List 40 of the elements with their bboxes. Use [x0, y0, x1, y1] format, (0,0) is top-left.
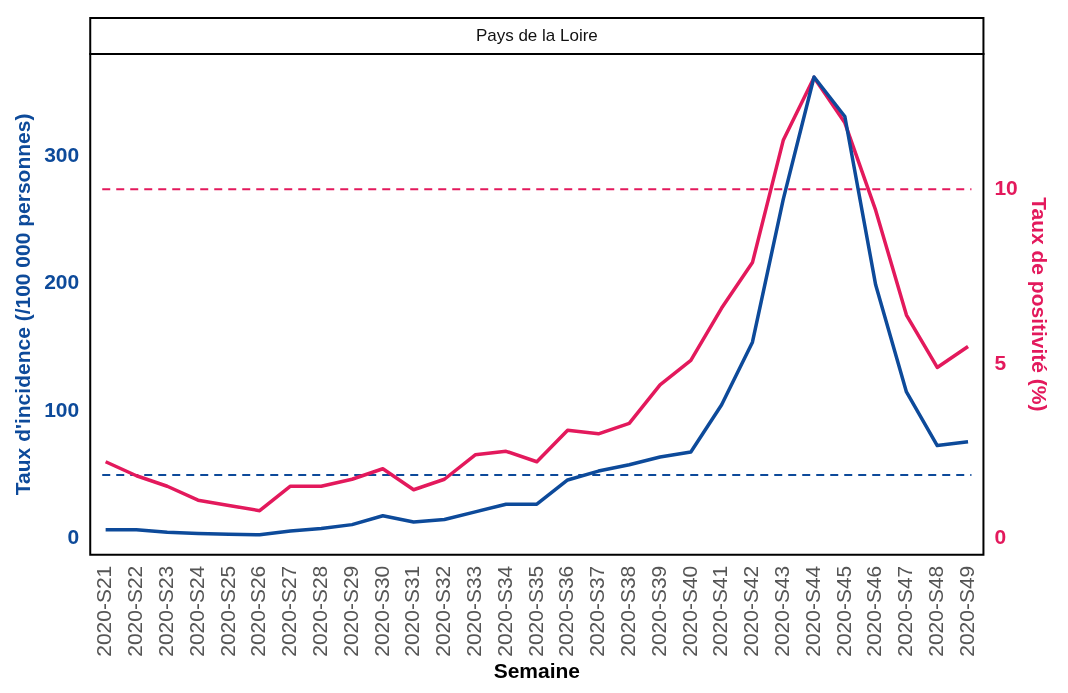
y2-tick-label: 10 — [994, 176, 1018, 200]
x-tick-label: 2020-S27 — [277, 565, 301, 657]
x-tick-label: 2020-S26 — [246, 565, 270, 657]
x-axis-title: Semaine — [493, 659, 581, 683]
y2-axis-title: Taux de positivité (%) — [1027, 197, 1051, 412]
x-tick-label: 2020-S40 — [677, 565, 701, 657]
x-tick-label: 2020-S25 — [215, 565, 239, 657]
y-tick-label: 100 — [44, 397, 80, 421]
x-tick-label: 2020-S28 — [308, 565, 332, 657]
x-tick-label: 2020-S32 — [431, 565, 455, 657]
y-tick-label: 200 — [44, 270, 80, 294]
x-tick-label: 2020-S37 — [585, 565, 609, 657]
x-tick-label: 2020-S23 — [154, 565, 178, 657]
y2-tick-label: 5 — [994, 350, 1007, 374]
x-tick-label: 2020-S30 — [369, 565, 393, 657]
x-tick-label: 2020-S49 — [954, 565, 978, 657]
x-tick-label: 2020-S29 — [338, 565, 362, 657]
x-tick-label: 2020-S35 — [523, 565, 547, 657]
y2-tick-label: 0 — [994, 525, 1007, 549]
x-tick-label: 2020-S45 — [831, 565, 855, 657]
x-tick-label: 2020-S46 — [862, 565, 886, 657]
x-tick-label: 2020-S33 — [462, 565, 486, 657]
y-tick-label: 0 — [67, 525, 80, 549]
x-tick-label: 2020-S38 — [616, 565, 640, 657]
x-tick-label: 2020-S34 — [492, 565, 516, 657]
x-tick-label: 2020-S48 — [924, 565, 948, 657]
x-tick-label: 2020-S47 — [893, 565, 917, 657]
x-tick-label: 2020-S21 — [92, 565, 116, 657]
x-tick-label: 2020-S31 — [400, 565, 424, 657]
chart-title: Pays de la Loire — [475, 25, 598, 45]
x-tick-label: 2020-S39 — [646, 565, 670, 657]
x-tick-label: 2020-S42 — [739, 565, 763, 657]
x-tick-label: 2020-S36 — [554, 565, 578, 657]
x-tick-label: 2020-S41 — [708, 565, 732, 657]
x-tick-label: 2020-S44 — [800, 565, 824, 657]
x-tick-label: 2020-S43 — [770, 565, 794, 657]
x-tick-label: 2020-S22 — [123, 565, 147, 657]
y-tick-label: 300 — [44, 142, 80, 166]
y-axis-title: Taux d'incidence (/100 000 personnes) — [11, 113, 35, 496]
x-tick-label: 2020-S24 — [184, 565, 208, 657]
